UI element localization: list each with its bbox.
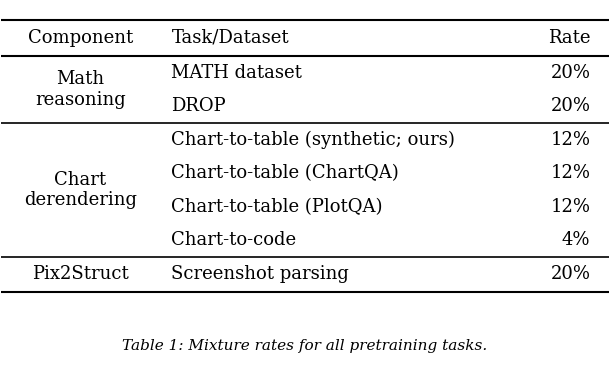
Text: Chart-to-table (ChartQA): Chart-to-table (ChartQA) — [171, 164, 399, 182]
Text: Chart
derendering: Chart derendering — [24, 171, 137, 209]
Text: Chart-to-table (PlotQA): Chart-to-table (PlotQA) — [171, 198, 383, 216]
Text: 12%: 12% — [550, 198, 590, 216]
Text: MATH dataset: MATH dataset — [171, 64, 303, 82]
Text: DROP: DROP — [171, 97, 226, 116]
Text: Component: Component — [27, 29, 133, 47]
Text: Chart-to-code: Chart-to-code — [171, 231, 296, 249]
Text: Table 1: Mixture rates for all pretraining tasks.: Table 1: Mixture rates for all pretraini… — [123, 339, 487, 354]
Text: 12%: 12% — [550, 164, 590, 182]
Text: 4%: 4% — [562, 231, 590, 249]
Text: Pix2Struct: Pix2Struct — [32, 265, 129, 283]
Text: 20%: 20% — [550, 265, 590, 283]
Text: Math
reasoning: Math reasoning — [35, 70, 126, 109]
Text: Chart-to-table (synthetic; ours): Chart-to-table (synthetic; ours) — [171, 131, 455, 149]
Text: 20%: 20% — [550, 97, 590, 116]
Text: Screenshot parsing: Screenshot parsing — [171, 265, 350, 283]
Text: 12%: 12% — [550, 131, 590, 149]
Text: 20%: 20% — [550, 64, 590, 82]
Text: Rate: Rate — [548, 29, 590, 47]
Text: Task/Dataset: Task/Dataset — [171, 29, 289, 47]
